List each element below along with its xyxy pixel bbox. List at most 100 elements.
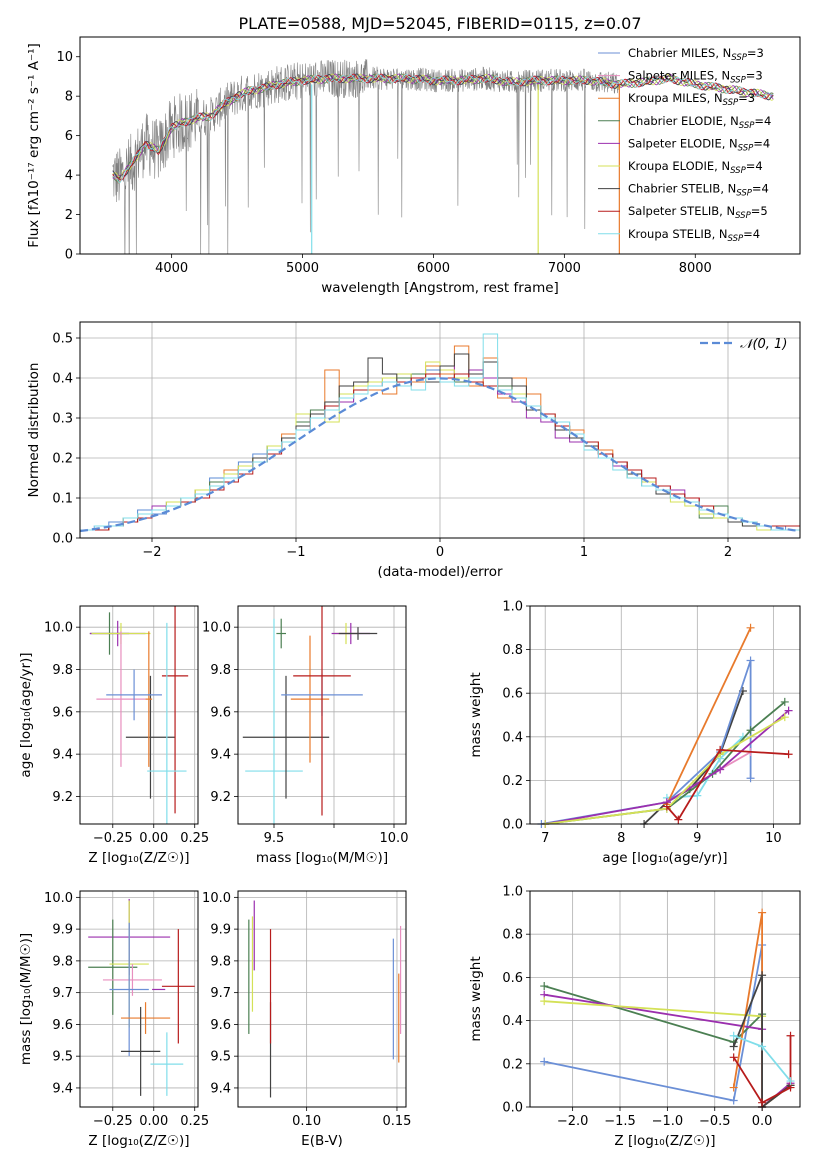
x-axis-label: Z [log₁₀(Z/Z☉)]: [88, 850, 189, 866]
weight-marker: [674, 815, 683, 824]
weight-line: [545, 701, 786, 824]
weight-marker: [729, 1053, 738, 1062]
y-tick-label: 9.2: [52, 790, 73, 805]
model-spectrum-line: [112, 73, 774, 184]
y-tick-label: 9.9: [210, 923, 231, 938]
weight-marker: [758, 908, 767, 917]
y-tick-label: 9.8: [52, 663, 73, 678]
plot-frame: [79, 605, 199, 825]
y-tick-label: 0.5: [52, 332, 73, 347]
y-axis-label: Flux [fλ10⁻¹⁷ erg cm⁻² s⁻¹ A⁻¹]: [26, 43, 42, 248]
weight-marker: [784, 706, 793, 715]
mass-vs-age-panel: 9.5 10.0 9.2 9.4 9.6 9.8 10.0 mass [log₁₀(M/M☉)…: [202, 605, 409, 866]
weight-marker: [786, 1031, 795, 1040]
legend-subscript: SSP: [738, 143, 754, 153]
y-tick-label: 0.6: [502, 971, 523, 986]
legend-subscript: SSP: [731, 53, 747, 63]
x-axis-label: E(B-V): [301, 1133, 343, 1149]
y-tick-label: 9.4: [52, 1081, 73, 1096]
y-tick-label: 9.8: [210, 663, 231, 678]
weight-line: [544, 944, 763, 1107]
y-tick-label: 9.4: [210, 748, 231, 763]
legend-subscript: SSP: [728, 234, 744, 244]
y-tick-label: 0: [65, 248, 73, 263]
x-axis-label: mass [log₁₀(M/M☉)]: [256, 850, 388, 866]
y-tick-label: 9.6: [52, 705, 73, 720]
chart-title: PLATE=0588, MJD=52045, FIBERID=0115, z=0…: [238, 14, 641, 33]
y-axis-label: mass weight: [468, 956, 484, 1041]
y-tick-label: 0.4: [52, 372, 73, 387]
y-tick-label: 10.0: [44, 891, 73, 906]
y-tick-label: 0.2: [52, 452, 73, 467]
legend-label-rest: =3: [738, 91, 755, 105]
y-tick-label: 0.3: [52, 412, 73, 427]
y-tick-label: 0.0: [502, 1101, 523, 1116]
legend-label-rest: =4: [754, 114, 771, 128]
weight-marker: [780, 713, 789, 722]
weight-marker: [540, 997, 549, 1006]
y-tick-label: 0.4: [502, 730, 523, 745]
legend-label-rest: =4: [753, 136, 770, 150]
plot-frame: [529, 890, 801, 1108]
x-tick-label: 10: [765, 831, 782, 846]
spectrum-panel: 4000 5000 6000 7000 8000 0 2 4 6 8 10 wavelength [A…: [26, 14, 801, 296]
y-tick-label: 9.7: [210, 986, 231, 1001]
x-tick-label: 8: [617, 831, 625, 846]
x-tick-label: 6000: [417, 261, 450, 276]
y-tick-label: 0.4: [502, 1014, 523, 1029]
y-axis-label: Normed distribution: [26, 363, 42, 498]
legend-label-rest: =4: [752, 182, 769, 196]
legend-label: Chabrier ELODIE, NSSP=4: [628, 114, 771, 131]
weight-marker: [729, 1096, 738, 1105]
y-tick-label: 10.0: [202, 621, 231, 636]
weight-line: [666, 748, 789, 822]
weight-line: [666, 627, 752, 805]
y-tick-label: 10.0: [202, 891, 231, 906]
y-tick-label: 10: [56, 50, 73, 65]
y-tick-label: 0.1: [52, 492, 73, 507]
y-tick-label: 9.5: [52, 1050, 73, 1065]
z-vs-mass-panel: −0.25 0.00 0.25 9.4 9.5 9.6 9.7 9.8 9.9 10.0 Z [lo…: [18, 890, 209, 1149]
y-tick-label: 9.9: [52, 923, 73, 938]
y-tick-label: 0.8: [502, 643, 523, 658]
x-tick-label: 0: [436, 545, 444, 560]
z-weights-panel: −2.0 −1.5 −1.0 −0.5 0.0 0.0 0.2 0.4 0.6 0.8 1.0 Z […: [468, 885, 801, 1149]
weight-marker: [729, 1083, 738, 1092]
legend-label: Chabrier MILES, NSSP=3: [628, 46, 764, 63]
weight-marker: [540, 1057, 549, 1066]
weight-marker: [758, 971, 767, 980]
plot-frame: [237, 605, 407, 825]
x-tick-label: 1: [580, 545, 588, 560]
residuals-panel: −2 −1 0 1 2 0.0 0.1 0.2 0.3 0.4 0.5 (data-model)/er…: [26, 321, 801, 580]
legend-subscript: SSP: [739, 121, 755, 131]
weight-marker: [758, 1098, 767, 1107]
y-tick-label: 9.4: [52, 748, 73, 763]
x-axis-label: age [log₁₀(age/yr)]: [602, 850, 727, 866]
y-tick-label: 9.6: [52, 1018, 73, 1033]
weight-marker: [716, 745, 725, 754]
weight-marker: [780, 697, 789, 706]
weight-marker: [716, 765, 725, 774]
y-tick-label: 0.0: [502, 818, 523, 833]
x-tick-label: 0.00: [139, 831, 168, 846]
x-axis-label: wavelength [Angstrom, rest frame]: [321, 280, 559, 296]
y-tick-label: 0.6: [502, 687, 523, 702]
x-tick-label: −0.5: [699, 1114, 731, 1129]
observed-spectrum-line: [112, 59, 620, 254]
x-tick-label: 7000: [548, 261, 581, 276]
x-tick-label: 0.0: [752, 1114, 773, 1129]
x-axis-label: (data-model)/error: [377, 564, 503, 580]
x-tick-label: 10.0: [380, 831, 409, 846]
legend-label: Salpeter ELODIE, NSSP=4: [628, 136, 770, 153]
y-tick-label: 9.6: [210, 705, 231, 720]
x-tick-label: 0.25: [180, 831, 209, 846]
plot-frame: [79, 890, 199, 1108]
y-tick-label: 9.5: [210, 1050, 231, 1065]
weight-line: [541, 660, 752, 824]
legend-label: Kroupa STELIB, NSSP=4: [628, 227, 760, 244]
y-tick-label: 9.8: [52, 954, 73, 969]
x-tick-label: 7: [541, 831, 549, 846]
weight-line: [545, 709, 790, 824]
weight-line: [732, 1035, 792, 1104]
